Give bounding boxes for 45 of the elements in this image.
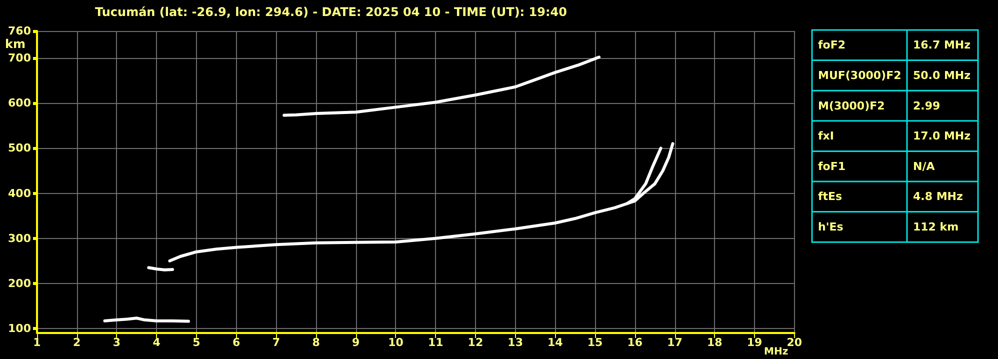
x-tick-label: 18	[706, 336, 722, 349]
y-tick-label: 760	[8, 24, 32, 38]
x-tick-label: 15	[587, 336, 603, 349]
text: 4.8 MHz	[913, 190, 963, 204]
text: 2.99	[913, 99, 940, 112]
x-tick-label: 11	[428, 336, 444, 349]
x-tick-label: 7	[272, 336, 280, 349]
text: 112 km	[913, 220, 959, 234]
y-tick-label: 500	[8, 142, 32, 155]
text: foF2	[818, 38, 846, 52]
x-tick-label: 19	[746, 336, 762, 349]
x-axis-title: MHz	[764, 346, 788, 358]
x-tick-label: 12	[468, 336, 484, 349]
x-tick-label: 17	[667, 336, 682, 349]
x-tick-label: 16	[627, 336, 643, 349]
x-tick-label: 9	[352, 336, 360, 349]
text: N/A	[913, 160, 936, 173]
text: foF1	[818, 160, 846, 173]
x-tick-label: 3	[112, 336, 121, 349]
x-tick-label: 6	[232, 336, 240, 349]
text: 17.0 MHz	[913, 130, 971, 143]
y-tick-label: 200	[8, 276, 32, 290]
x-tick-label: 14	[548, 336, 564, 349]
text: fxI	[818, 130, 834, 143]
x-tick-label: 5	[192, 336, 200, 349]
x-tick-label: 8	[312, 336, 320, 349]
text: 16.7 MHz	[913, 38, 971, 52]
x-tick-label: 4	[152, 336, 161, 349]
x-tick-label: 1	[33, 336, 41, 349]
text: MUF(3000)F2	[818, 68, 902, 82]
y-tick-label: 300	[8, 232, 32, 245]
text: h'Es	[818, 220, 844, 234]
y-axis-title: km	[5, 37, 26, 51]
text: 50.0 MHz	[913, 68, 971, 82]
x-tick-label: 13	[508, 336, 523, 349]
y-tick-label: 400	[8, 186, 32, 200]
y-tick-label: 700	[8, 52, 32, 65]
x-tick-label: 10	[388, 336, 404, 349]
y-tick-label: 100	[8, 322, 32, 335]
x-tick-label: 2	[73, 336, 81, 349]
y-tick-label: 600	[8, 96, 32, 110]
text: M(3000)F2	[818, 99, 885, 112]
chart-title: Tucumán (lat: -26.9, lon: 294.6) - DATE: 2025 04 10 - TIME (UT): 19:40	[95, 5, 567, 19]
x-tick-label: 20	[786, 336, 802, 349]
text: ftEs	[818, 190, 843, 204]
